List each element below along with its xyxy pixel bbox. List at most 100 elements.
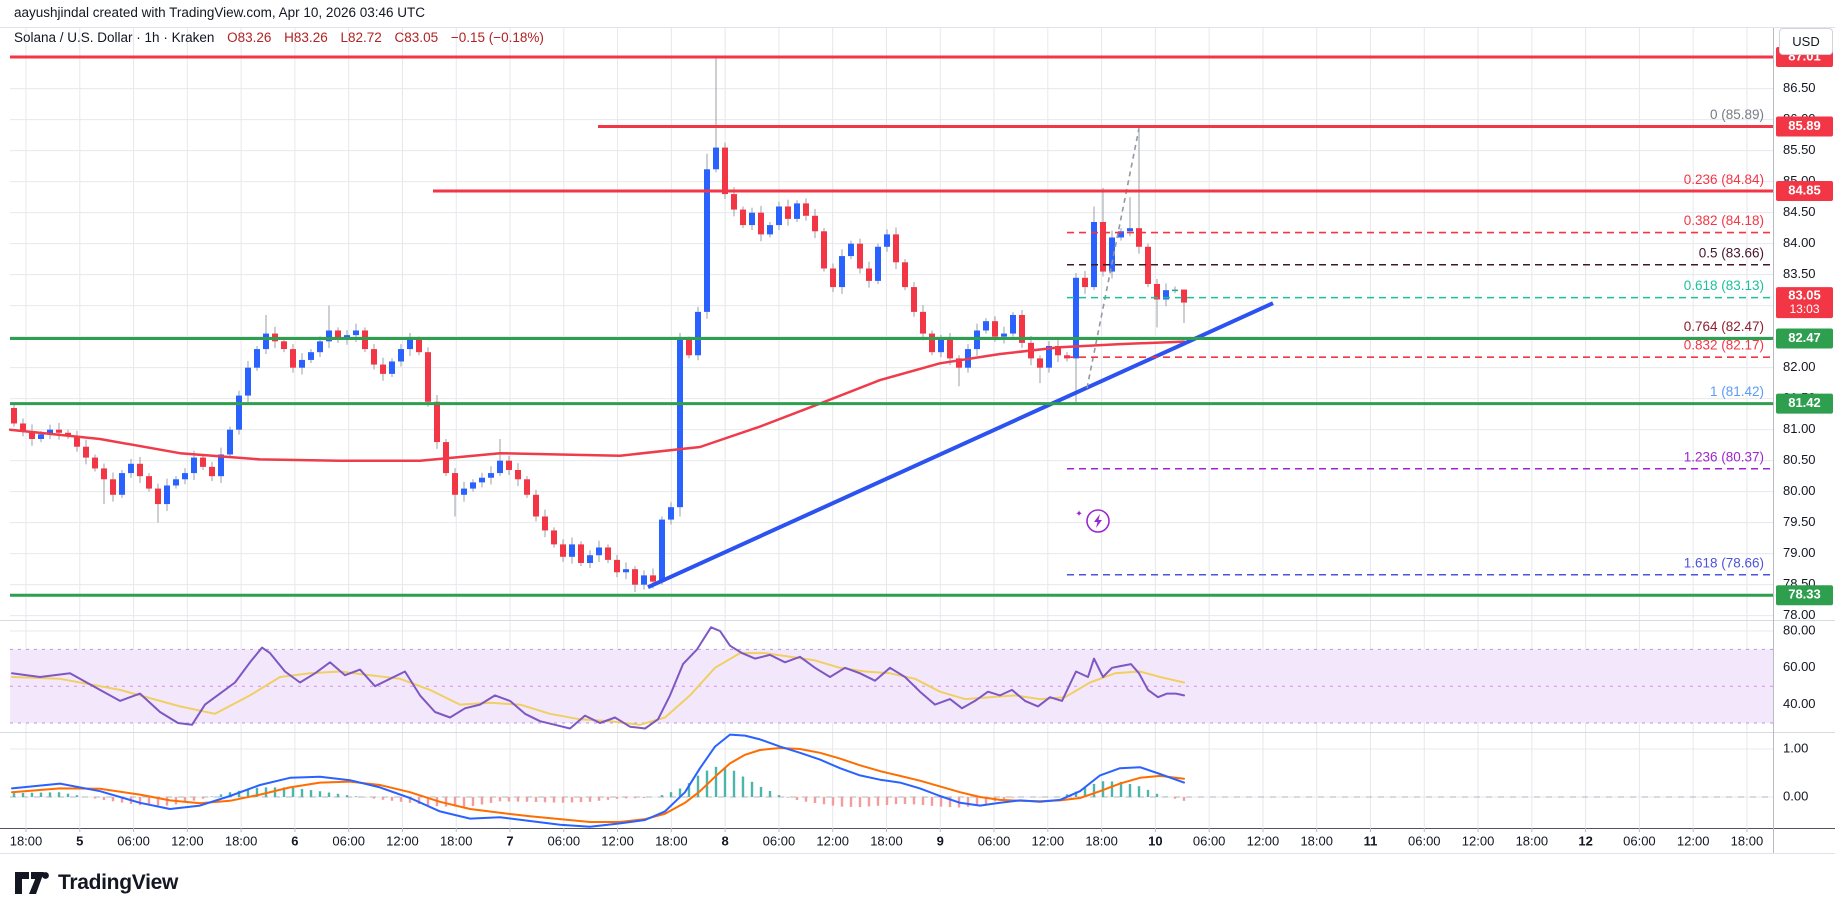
macd-histogram-bar <box>1146 789 1150 797</box>
time-tick-label: 06:00 <box>1408 833 1441 848</box>
candle-body <box>101 468 107 480</box>
fib-level-label: 0.832 (82.17) <box>1684 338 1764 353</box>
candle-body <box>1145 246 1151 284</box>
candle-body <box>461 488 467 495</box>
candle-body <box>893 234 899 263</box>
fib-level-label: 0.236 (84.84) <box>1684 172 1764 187</box>
candle-body <box>758 212 764 235</box>
candle-body <box>425 352 431 402</box>
candle-body <box>821 231 827 269</box>
candle-body <box>398 349 404 362</box>
macd-histogram-bar <box>885 797 889 805</box>
price-badge-label: 82.47 <box>1788 330 1821 345</box>
candle-body <box>137 463 143 477</box>
candle-body <box>551 530 557 545</box>
macd-histogram-bar <box>552 797 556 803</box>
candle-body <box>794 203 800 219</box>
time-tick-label: 06:00 <box>332 833 365 848</box>
candle-body <box>299 359 305 368</box>
macd-histogram-bar <box>354 796 358 797</box>
ohlc-change: −0.15 (−0.18%) <box>450 30 544 45</box>
currency-toggle-button[interactable]: USD <box>1779 28 1833 55</box>
macd-line <box>11 733 1185 828</box>
time-tick-label: 06:00 <box>763 833 796 848</box>
candle-body <box>1100 221 1106 272</box>
chart-legend[interactable]: Solana / U.S. Dollar · 1h · Kraken O83.2… <box>14 30 544 45</box>
candle-body <box>731 194 737 210</box>
macd-histogram-bar <box>867 797 871 807</box>
price-tick-label: 79.50 <box>1783 514 1816 529</box>
macd-histogram-bar <box>426 797 430 806</box>
price-tick-label: 81.00 <box>1783 421 1816 436</box>
time-tick-label: 06:00 <box>548 833 581 848</box>
candle-body <box>227 429 233 455</box>
price-tick-label: 82.00 <box>1783 359 1816 374</box>
macd-histogram-bar <box>948 797 952 808</box>
macd-histogram-bar <box>750 781 754 797</box>
candle-body <box>479 477 485 483</box>
macd-histogram-bar <box>1128 784 1132 797</box>
time-tick-label: 18:00 <box>1300 833 1333 848</box>
macd-histogram-bar <box>183 797 187 803</box>
macd-histogram-bar <box>57 792 61 797</box>
tradingview-logo[interactable]: TradingView <box>14 869 178 897</box>
macd-histogram-bar <box>939 797 943 807</box>
candle-body <box>722 147 728 195</box>
candle-body <box>1046 345 1052 368</box>
candle-body <box>740 209 746 226</box>
candle-body <box>848 243 854 257</box>
candle-body <box>713 147 719 170</box>
macd-histogram-bar <box>291 787 295 797</box>
candle-body <box>911 287 917 312</box>
macd-histogram-bar <box>408 797 412 803</box>
candle-body <box>488 473 494 478</box>
macd-histogram-bar <box>606 797 610 800</box>
macd-histogram-bar <box>219 794 223 797</box>
time-tick-label: 12:00 <box>1462 833 1495 848</box>
price-tick-label: 80.00 <box>1783 483 1816 498</box>
time-tick-label: 12:00 <box>601 833 634 848</box>
macd-histogram-bar <box>723 767 727 797</box>
time-tick-label: 8 <box>722 833 729 848</box>
ohlc-low: L82.72 <box>340 30 382 45</box>
candle-body <box>335 330 341 340</box>
macd-histogram-bar <box>282 787 286 797</box>
candle-body <box>200 457 206 467</box>
candle-body <box>371 349 377 365</box>
macd-histogram-bar <box>642 797 646 798</box>
macd-histogram-bar <box>192 797 196 801</box>
macd-histogram-bar <box>48 792 52 797</box>
candle-body <box>659 519 665 582</box>
macd-histogram-bar <box>444 797 448 807</box>
candle-body <box>542 516 548 531</box>
macd-histogram-bar <box>786 797 790 798</box>
candle-body <box>326 330 332 342</box>
candle-body <box>65 432 71 436</box>
macd-histogram-bar <box>777 795 781 797</box>
time-tick-label: 12:00 <box>1677 833 1710 848</box>
time-tick-label: 6 <box>291 833 298 848</box>
macd-histogram-bar <box>75 795 79 797</box>
candle-body <box>353 330 359 336</box>
rsi-line <box>11 626 1185 730</box>
macd-histogram-bar <box>597 797 601 801</box>
time-tick-label: 10 <box>1148 833 1162 848</box>
macd-histogram-bar <box>309 790 313 797</box>
candle-body <box>506 460 512 470</box>
macd-histogram-bar <box>318 791 322 797</box>
time-tick-label: 18:00 <box>1731 833 1764 848</box>
macd-histogram-bar <box>93 797 97 799</box>
price-badge <box>1776 287 1833 319</box>
macd-histogram-bar <box>579 797 583 803</box>
candle-body <box>263 333 269 350</box>
candle-body <box>1136 228 1142 247</box>
price-tick-label: 84.00 <box>1783 235 1816 250</box>
macd-histogram-bar <box>588 797 592 802</box>
candle-body <box>29 431 35 439</box>
time-tick-label: 7 <box>506 833 513 848</box>
candle-body <box>956 358 962 368</box>
candle-body <box>812 215 818 232</box>
macd-histogram-bar <box>390 797 394 801</box>
